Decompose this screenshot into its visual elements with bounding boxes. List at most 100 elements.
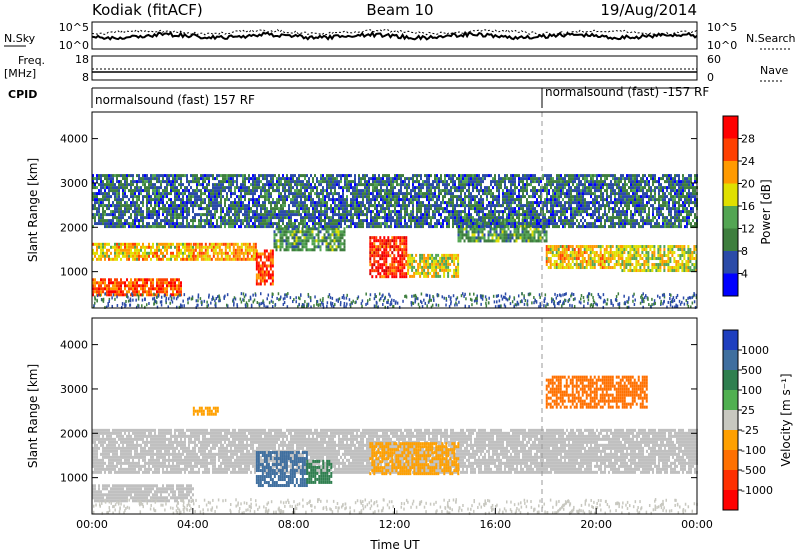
power-cell	[565, 263, 568, 267]
power-cell	[259, 267, 262, 271]
power-cell	[327, 227, 330, 231]
power-cell	[427, 262, 430, 266]
power-cell	[426, 195, 428, 199]
power-cell	[100, 284, 102, 288]
power-cell	[148, 195, 150, 199]
power-cell	[454, 219, 456, 223]
power-cell	[222, 242, 225, 246]
power-cell	[436, 222, 438, 226]
power-cell	[498, 213, 500, 217]
power-cell	[242, 222, 244, 226]
power-cell	[236, 254, 239, 258]
power-cell	[601, 257, 604, 261]
power-cell	[338, 216, 340, 220]
power-cell	[689, 248, 692, 252]
power-cell	[338, 180, 340, 184]
power-cell	[166, 257, 168, 261]
power-cell	[383, 242, 386, 246]
power-cell	[172, 216, 174, 220]
power-cell	[484, 213, 486, 217]
power-cell	[152, 222, 154, 226]
power-cell	[579, 254, 582, 258]
power-cell	[330, 207, 332, 211]
power-cell	[102, 216, 104, 220]
power-cell	[92, 257, 94, 261]
power-cell	[236, 186, 238, 190]
power-cell	[226, 245, 229, 249]
power-cell	[376, 177, 378, 181]
power-cell	[322, 174, 324, 178]
power-cell	[264, 177, 266, 181]
power-cell	[242, 177, 244, 181]
cpid-label: CPID	[8, 88, 37, 101]
power-cell	[257, 264, 260, 268]
power-cell	[625, 266, 628, 270]
power-cell	[136, 204, 138, 208]
power-cell	[651, 269, 654, 273]
power-cell	[254, 198, 256, 202]
power-cell	[296, 201, 298, 205]
power-cell	[250, 198, 252, 202]
power-cell	[416, 177, 418, 181]
power-cell	[266, 189, 268, 193]
power-cell	[535, 239, 538, 243]
power-cell	[343, 227, 346, 231]
power-cell	[390, 204, 392, 208]
power-cell	[202, 183, 204, 187]
power-cell	[369, 245, 372, 249]
power-cell	[264, 204, 266, 208]
power-cell	[238, 225, 240, 229]
power-cell	[370, 210, 372, 214]
power-cell	[136, 278, 138, 282]
power-cell	[260, 213, 262, 217]
power-cell	[116, 278, 118, 282]
power-cell	[92, 198, 94, 202]
power-cell	[106, 213, 108, 217]
power-cell	[222, 183, 224, 187]
power-cell	[146, 207, 148, 211]
power-cell	[279, 239, 282, 243]
power-cell	[222, 207, 224, 211]
power-cell	[314, 186, 316, 190]
power-cell	[633, 248, 636, 252]
power-cell	[490, 222, 492, 226]
power-cell	[377, 254, 380, 258]
power-cell	[214, 242, 217, 246]
power-cell	[248, 222, 250, 226]
power-cell	[381, 245, 384, 249]
power-cell	[188, 195, 190, 199]
power-cell	[275, 248, 278, 252]
power-cell	[619, 263, 622, 267]
power-cell	[420, 186, 422, 190]
power-cell	[230, 257, 233, 261]
cpid-segment-1: normalsound (fast) 157 RF	[95, 93, 255, 107]
power-cell	[529, 236, 532, 240]
power-cell	[274, 174, 276, 178]
power-cell	[172, 251, 174, 255]
power-cell	[567, 257, 570, 261]
power-cell	[406, 195, 408, 199]
power-cell	[344, 177, 346, 181]
power-cell	[408, 183, 410, 187]
power-cell	[168, 281, 170, 285]
power-cell	[130, 189, 132, 193]
power-cell	[613, 251, 616, 255]
noise-sky-line	[91, 30, 698, 41]
power-cell	[268, 174, 270, 178]
power-cell	[126, 183, 128, 187]
power-cell	[200, 192, 202, 196]
power-cell	[328, 216, 330, 220]
power-cell	[206, 189, 208, 193]
power-cell	[494, 213, 496, 217]
power-cell	[192, 204, 194, 208]
power-cell	[326, 174, 328, 178]
power-cell	[267, 255, 270, 259]
power-cell	[539, 239, 542, 243]
power-cell	[174, 293, 176, 297]
power-cell	[547, 257, 550, 261]
power-cell	[246, 189, 248, 193]
power-cell	[430, 225, 432, 229]
power-cell	[679, 245, 682, 249]
power-cell	[300, 222, 302, 226]
power-cell	[374, 198, 376, 202]
